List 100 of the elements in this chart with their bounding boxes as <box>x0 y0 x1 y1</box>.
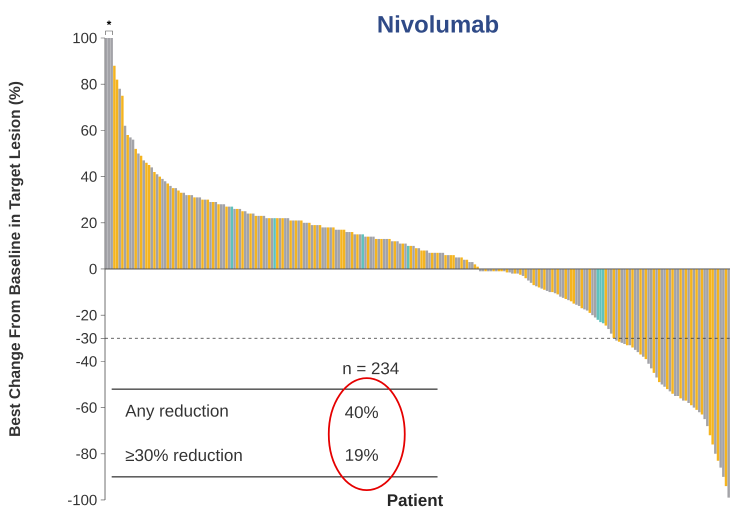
bar <box>161 178 164 269</box>
bar <box>663 268 666 387</box>
bar <box>559 268 562 297</box>
bar <box>610 268 612 334</box>
y-tick-label: -40 <box>76 356 97 367</box>
bar <box>364 236 367 269</box>
bar <box>444 255 447 269</box>
bar <box>305 222 308 269</box>
bar <box>177 190 180 269</box>
bar <box>426 250 428 269</box>
bar <box>471 262 474 269</box>
bar <box>249 214 252 269</box>
bar <box>334 230 338 269</box>
bar <box>214 202 218 269</box>
y-tick-label: -80 <box>76 448 97 460</box>
bar <box>286 218 290 269</box>
chart-title: Nivolumab <box>378 15 498 33</box>
bar <box>206 200 210 269</box>
bar <box>382 238 386 269</box>
bar <box>236 208 238 269</box>
bar <box>308 222 311 269</box>
bar <box>564 268 567 300</box>
bar <box>278 218 282 269</box>
bar <box>698 268 701 412</box>
bar <box>727 268 730 498</box>
bar <box>548 268 551 292</box>
bar <box>418 248 420 269</box>
bar <box>220 204 222 269</box>
bar <box>578 268 580 306</box>
bar <box>618 268 620 342</box>
bar <box>140 156 142 269</box>
bar <box>458 257 460 269</box>
annotation: 40% <box>345 406 378 418</box>
bar <box>346 232 348 269</box>
bar <box>252 214 254 269</box>
bar <box>434 252 436 269</box>
bar <box>660 268 664 384</box>
bar <box>684 268 688 401</box>
bar <box>644 268 648 360</box>
bar <box>599 268 602 322</box>
bar <box>262 216 266 269</box>
bar <box>289 220 292 269</box>
bar <box>524 268 527 278</box>
bar <box>430 252 434 269</box>
bar <box>145 162 148 269</box>
bar <box>591 268 594 316</box>
bar <box>166 184 170 269</box>
bar <box>362 234 364 269</box>
y-tick-label: -60 <box>76 402 97 413</box>
bar <box>118 88 121 269</box>
bar <box>463 260 466 269</box>
bar <box>284 218 287 269</box>
bar <box>460 257 463 269</box>
bar <box>326 227 330 269</box>
bar <box>527 268 530 281</box>
bar <box>265 218 268 269</box>
bar <box>212 202 214 269</box>
bar <box>217 204 220 269</box>
annotation: ≥30% reduction <box>126 448 242 462</box>
x-axis-title: Patient <box>388 494 444 506</box>
bar <box>388 238 391 269</box>
bar <box>225 206 228 269</box>
bar <box>190 195 194 269</box>
bar <box>316 225 319 269</box>
bar <box>340 230 343 269</box>
bar <box>348 232 351 269</box>
bar <box>292 220 295 269</box>
bar <box>380 238 383 269</box>
bar <box>556 268 559 294</box>
bar <box>634 268 636 350</box>
bar <box>324 227 327 269</box>
bar <box>246 214 250 269</box>
bar <box>142 160 145 269</box>
annotation: 19% <box>346 448 378 461</box>
bar <box>554 268 556 294</box>
bar <box>631 268 634 348</box>
bar <box>636 268 640 352</box>
bar <box>450 255 452 269</box>
bar <box>530 268 532 283</box>
bar <box>438 252 442 269</box>
bar <box>105 38 108 269</box>
bar <box>156 174 158 269</box>
bar <box>436 252 439 269</box>
bar <box>540 268 543 289</box>
bar <box>332 227 335 269</box>
bar <box>452 255 455 269</box>
bar <box>356 234 359 269</box>
bar <box>297 220 300 269</box>
bar <box>198 197 202 269</box>
bar <box>628 268 632 346</box>
bar <box>241 211 244 269</box>
bar <box>674 268 676 396</box>
bar <box>682 268 684 401</box>
bar <box>244 211 246 269</box>
bar <box>428 252 431 269</box>
bar <box>596 268 600 320</box>
bar <box>414 248 418 269</box>
bar <box>604 268 608 326</box>
bar <box>313 225 316 269</box>
bar <box>129 137 132 269</box>
